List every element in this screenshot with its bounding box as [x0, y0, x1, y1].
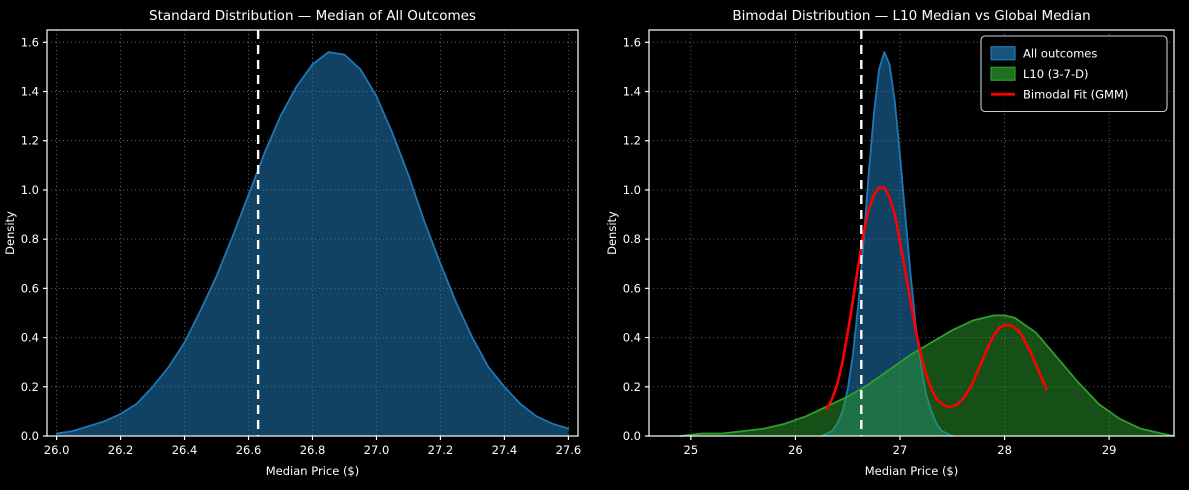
x-tick-label: 27 — [893, 443, 908, 457]
x-axis-label: Median Price ($) — [266, 464, 359, 478]
legend-label: Bimodal Fit (GMM) — [1023, 87, 1128, 101]
kde-curve-bimodal-fit-gmm — [825, 186, 1048, 411]
y-tick-label: 0.4 — [623, 331, 641, 345]
legend-swatch-patch — [990, 66, 1016, 81]
y-tick-label: 0.6 — [21, 281, 39, 295]
y-tick-label: 0.6 — [623, 281, 641, 295]
y-tick-label: 0.8 — [623, 232, 641, 246]
kde-fill-all-outcomes — [821, 52, 953, 436]
y-tick-label: 0.0 — [623, 429, 641, 443]
legend-label: All outcomes — [1023, 46, 1097, 60]
x-axis-label: Median Price ($) — [865, 464, 958, 478]
legend-box — [980, 35, 1168, 113]
x-tick-label: 26.0 — [44, 443, 70, 457]
y-tick-label: 0.8 — [21, 232, 39, 246]
chart-title: Standard Distribution — Median of All Ou… — [149, 8, 476, 24]
y-tick-label: 1.2 — [623, 134, 641, 148]
y-axis-label: Density — [3, 211, 17, 255]
chart-svg: 25 26 27 28 29 0.0 0.2 0.4 0.6 0.8 1.0 1.2 1.4 1.6 Bim… — [605, 8, 1175, 478]
kde-fill-all-outcomes — [56, 52, 569, 436]
x-tick-label: 27.0 — [364, 443, 390, 457]
x-tick-label: 26.2 — [108, 443, 134, 457]
y-tick-label: 1.4 — [21, 85, 39, 99]
y-tick-label: 1.6 — [623, 35, 641, 49]
plot-bimodal-distribution: 25 26 27 28 29 0.0 0.2 0.4 0.6 0.8 1.0 1.2 1.4 1.6 Bim… — [594, 0, 1189, 490]
kde-curve-all-outcomes — [55, 51, 570, 435]
legend-label: L10 (3-7-D) — [1023, 67, 1088, 81]
y-tick-label: 0.0 — [21, 429, 39, 443]
legend: All outcomes L10 (3-7-D) Bimodal Fit (GMM) — [980, 35, 1168, 113]
x-tick-label: 26.4 — [172, 443, 198, 457]
ticks — [645, 41, 1110, 440]
x-tick-label: 27.4 — [492, 443, 518, 457]
x-tick-label: 26.6 — [236, 443, 262, 457]
y-tick-label: 0.2 — [21, 380, 39, 394]
ticks — [43, 41, 570, 440]
y-axis-label: Density — [605, 211, 619, 255]
x-tick-label: 26.8 — [300, 443, 326, 457]
tick-labels: 26.0 26.2 26.4 26.6 26.8 27.0 27.2 27.4 27.6 0.0 0… — [21, 35, 582, 457]
y-tick-label: 0.4 — [21, 331, 39, 345]
y-tick-label: 1.2 — [21, 134, 39, 148]
y-tick-label: 1.6 — [21, 35, 39, 49]
tick-labels: 25 26 27 28 29 0.0 0.2 0.4 0.6 0.8 1.0 1.2 1.4 1.6 — [623, 35, 1117, 457]
kde-curve-l10-3-7-d — [679, 314, 1175, 437]
y-tick-label: 0.2 — [623, 380, 641, 394]
x-tick-label: 25 — [684, 443, 699, 457]
y-tick-label: 1.0 — [623, 183, 641, 197]
x-tick-label: 27.2 — [428, 443, 454, 457]
x-tick-label: 26 — [788, 443, 803, 457]
chart-title: Bimodal Distribution — L10 Median vs Glo… — [732, 8, 1090, 24]
axes-spines — [648, 29, 1175, 437]
plot-standard-distribution: 26.0 26.2 26.4 26.6 26.8 27.0 27.2 27.4 27.6 0.0 0… — [0, 0, 594, 490]
x-tick-label: 28 — [997, 443, 1012, 457]
chart-svg: 26.0 26.2 26.4 26.6 26.8 27.0 27.2 27.4 27.6 0.0 0… — [3, 8, 582, 478]
legend-swatch-patch — [990, 46, 1016, 61]
y-tick-label: 1.0 — [21, 183, 39, 197]
y-tick-label: 1.4 — [623, 85, 641, 99]
x-tick-label: 27.6 — [556, 443, 582, 457]
x-tick-label: 29 — [1102, 443, 1117, 457]
